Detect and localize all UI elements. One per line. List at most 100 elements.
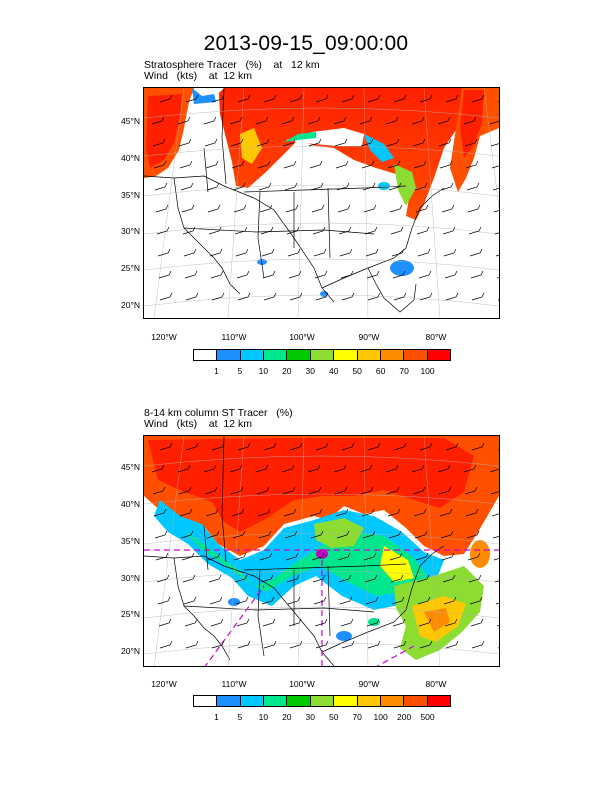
wind-barb [234,226,248,235]
wind-barb [389,552,403,561]
wind-barb [205,508,219,517]
wind-barb [155,204,169,213]
wind-barb [363,552,377,561]
wind-barb [312,226,326,235]
wind-barb [439,508,453,517]
wind-barb [361,508,375,517]
wind-barb [467,552,481,561]
panel-1-lon-label: 120°W [151,332,177,342]
wind-barb [471,292,485,301]
panel-2-lat-label: 25°N [121,609,140,619]
colorbar-label: 100 [373,712,388,722]
wind-barb [393,94,407,103]
wind-barb [393,442,407,451]
wind-barb [229,464,243,473]
wind-barb [207,204,221,213]
wind-barb [158,270,172,279]
wind-barb [182,574,196,583]
wind-barb [263,640,277,649]
wind-barb [437,464,451,473]
colorbar-label: 20 [282,712,292,722]
wind-barb [184,618,198,627]
wind-barb [154,530,168,539]
wind-barb [464,486,478,495]
wind-barb [388,530,402,539]
wind-barb [236,618,250,627]
wind-barb [255,464,269,473]
wind-barb [256,138,270,147]
wind-barb [442,226,456,235]
wind-barb [263,442,277,451]
colorbar-swatch [404,350,428,360]
chart-title: 2013-09-15_09:00:00 [203,32,409,55]
wind-barb [334,138,348,147]
wind-barb [287,248,301,257]
wind-barb [237,442,251,451]
wind-barb [497,299,499,301]
colorbar-label: 5 [237,712,243,722]
wind-barb [333,464,347,473]
wind-barb [261,248,275,257]
colorbar-swatch [334,696,358,706]
wind-barb [492,535,499,539]
panel-1-subtitle-line1: Stratosphere Tracer (%) at 12 km [144,59,320,71]
wind-barb [284,182,298,191]
colorbar-label: 20 [282,366,292,376]
wind-barb [158,618,172,627]
panel-1-lat-label: 30°N [121,226,140,236]
wind-barb [466,182,480,191]
wind-barb [496,277,499,279]
wind-barb [282,486,296,495]
wind-barb [180,530,194,539]
wind-barb [470,270,484,279]
wind-barb [315,442,329,451]
wind-barb [211,292,225,301]
wind-barb [153,508,167,517]
wind-barb [286,574,300,583]
wind-barb [412,138,426,147]
wind-barb [229,116,243,125]
wind-barb [336,530,350,539]
wind-barb [233,552,247,561]
wind-barb [393,640,407,649]
wind-barb [341,442,355,451]
colorbar-label: 30 [305,366,315,376]
wind-barb [364,226,378,235]
wind-barb [418,270,432,279]
wind-barb [440,182,454,191]
wind-barb [309,508,323,517]
wind-barb [283,160,297,169]
wind-barb [388,182,402,191]
wind-barb [178,486,192,495]
wind-barb [180,182,194,191]
wind-barb [445,442,459,451]
wind-barb [282,138,296,147]
wind-barb [367,292,381,301]
wind-barb [360,138,374,147]
wind-barb [468,574,482,583]
wind-barb [308,138,322,147]
wind-barb [491,165,499,169]
wind-barb [209,248,223,257]
colorbar-swatch [427,350,450,360]
wind-barb [391,596,405,605]
wind-barb [466,530,480,539]
wind-barb [231,508,245,517]
wind-barb [183,248,197,257]
wind-barb [204,138,218,147]
colorbar-label: 50 [328,712,339,722]
wind-barb [340,618,354,627]
wind-barb [257,508,271,517]
wind-barb [467,204,481,213]
wind-barb [414,530,428,539]
wind-barb [289,442,303,451]
wind-barb [208,226,222,235]
wind-barb [339,248,353,257]
colorbar-label: 40 [328,366,339,376]
wind-barb [211,442,225,451]
wind-barb [362,182,376,191]
wind-barb [471,442,485,451]
wind-barb [444,270,458,279]
colorbar-swatch [264,350,288,360]
colorbar-swatch [427,696,450,706]
